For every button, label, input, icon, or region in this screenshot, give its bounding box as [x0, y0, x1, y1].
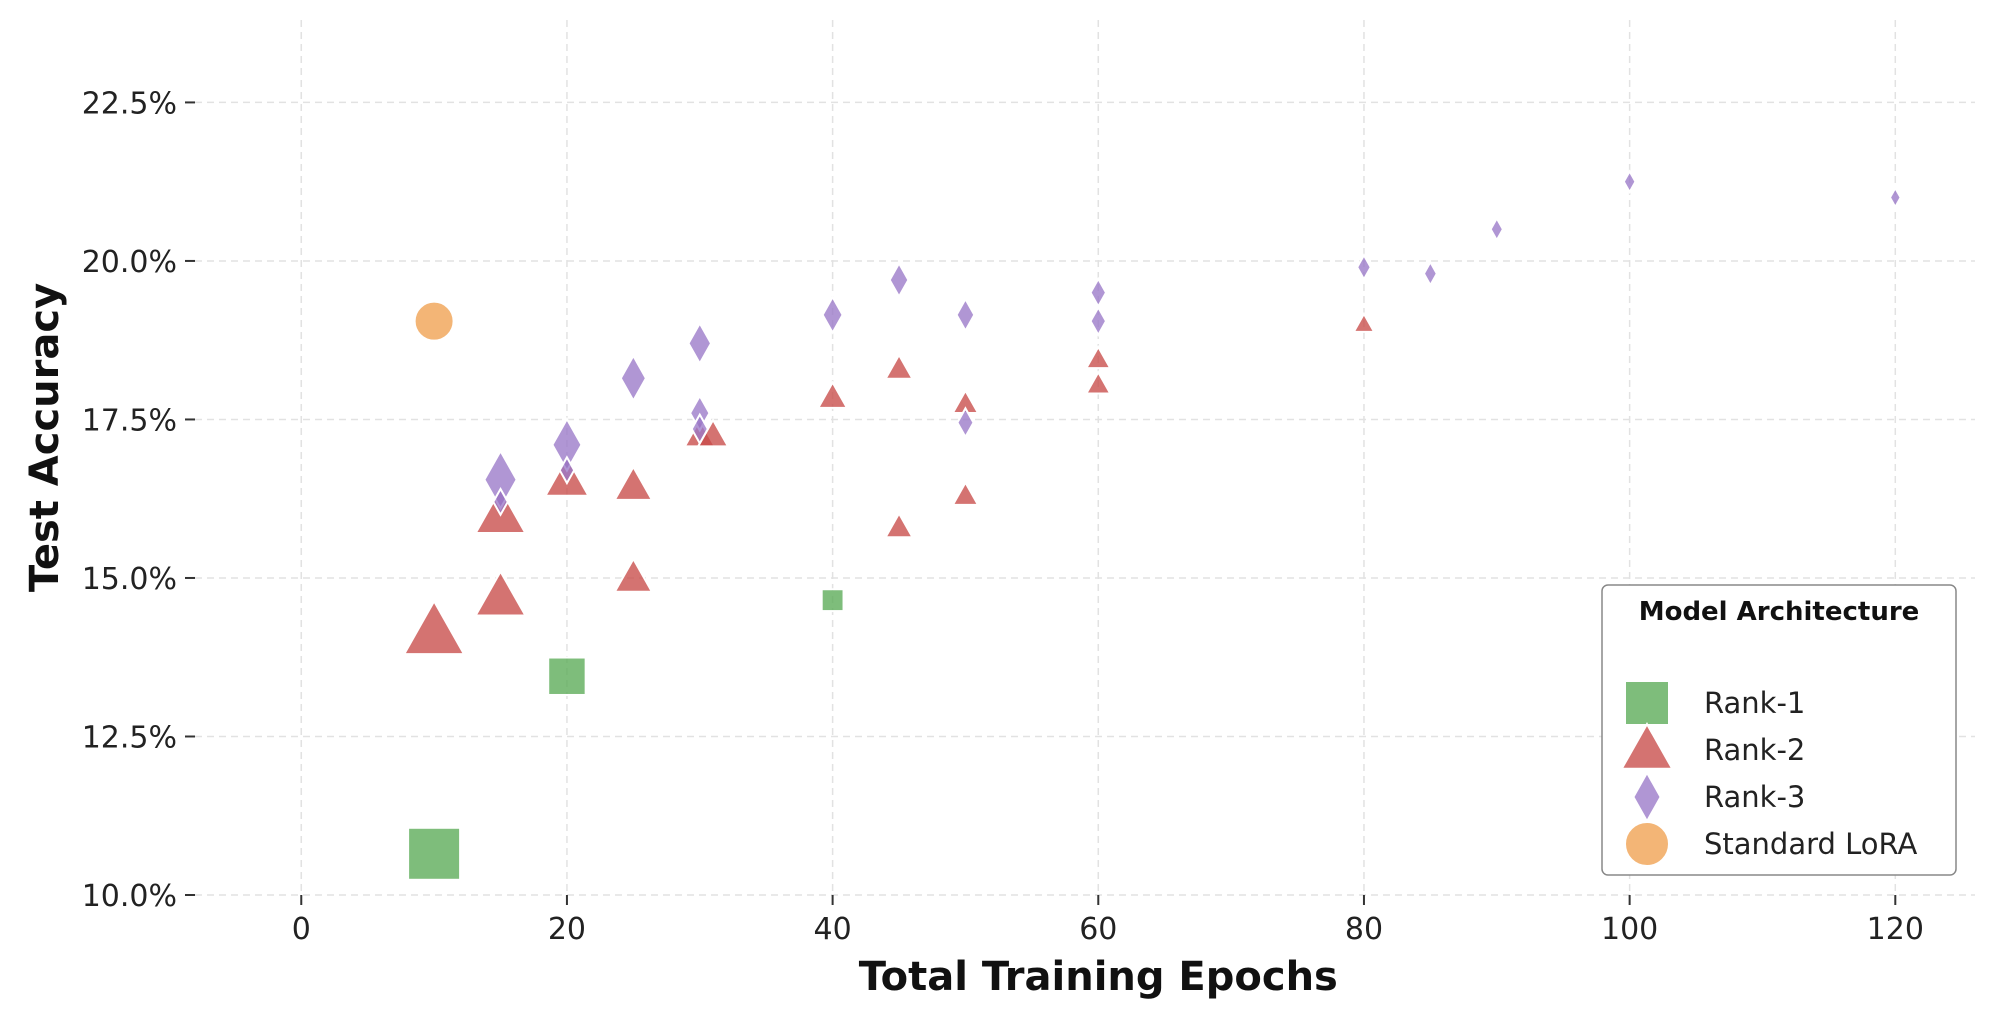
legend-entry: Standard LoRA: [1624, 821, 1918, 867]
data-point-triangle: [883, 511, 915, 539]
y-tick-label: 12.5%: [82, 720, 177, 755]
data-point-diamond: [619, 353, 648, 403]
legend-title: Model Architecture: [1639, 597, 1920, 627]
data-point-triangle: [402, 599, 466, 656]
x-tick-label: 40: [814, 912, 852, 947]
data-point-circle: [413, 300, 455, 342]
series-rank-3: [483, 169, 1902, 517]
legend-entry: Rank-2: [1619, 722, 1805, 770]
x-tick-label: 20: [548, 912, 586, 947]
legend-marker-triangle: [1619, 722, 1675, 770]
x-tick-label: 0: [292, 912, 311, 947]
data-point-triangle: [613, 556, 654, 593]
legend: Model Architecture Rank-1 Rank-2 Rank-3 Sta…: [1601, 584, 1957, 876]
data-point-diamond: [690, 412, 709, 446]
data-point-triangle: [816, 380, 849, 409]
series-rank-1: [407, 588, 845, 881]
points-layer: [402, 169, 1902, 881]
data-point-triangle: [883, 352, 915, 380]
x-tick-label: 80: [1345, 912, 1383, 947]
y-axis-title: Test Accuracy: [22, 283, 68, 592]
data-point-triangle: [613, 465, 654, 501]
y-tick-label: 15.0%: [82, 562, 177, 597]
legend-label: Standard LoRA: [1704, 827, 1918, 861]
x-axis-title: Total Training Epochs: [859, 954, 1338, 1000]
y-tick-label: 20.0%: [82, 245, 177, 280]
legend-label: Rank-3: [1704, 780, 1805, 814]
y-tick-label: 17.5%: [82, 403, 177, 438]
data-point-diamond: [492, 486, 509, 517]
data-point-diamond: [956, 406, 975, 439]
data-point-diamond: [1489, 216, 1505, 243]
x-tick-label: 60: [1079, 912, 1117, 947]
data-point-triangle: [1084, 344, 1112, 370]
x-tick-label: 100: [1601, 912, 1658, 947]
data-point-diamond: [1089, 305, 1108, 337]
data-point-square: [820, 588, 845, 613]
legend-marker-circle: [1624, 821, 1670, 867]
legend-label: Rank-2: [1704, 733, 1805, 767]
data-point-diamond: [821, 295, 844, 335]
data-point-diamond: [1356, 253, 1372, 282]
data-point-square: [547, 656, 587, 696]
data-point-diamond: [955, 297, 976, 333]
data-point-diamond: [1622, 169, 1637, 195]
x-tick-label: 120: [1867, 912, 1924, 947]
y-tick-label: 10.0%: [82, 879, 177, 914]
axis-layer: 0 20 40 60 80 100 120 10.0% 12.5% 15.0% 17.5% 20.0%…: [82, 86, 1924, 947]
legend-entry: Rank-1: [1624, 680, 1805, 726]
y-tick-label: 22.5%: [82, 86, 177, 121]
data-point-triangle: [1084, 370, 1112, 395]
data-point-diamond: [1422, 260, 1438, 288]
legend-label: Rank-1: [1704, 686, 1805, 720]
legend-marker-square: [1624, 680, 1670, 726]
data-point-triangle: [951, 480, 980, 506]
legend-frame: [1601, 584, 1957, 876]
grid-layer: [195, 20, 1975, 896]
data-point-diamond: [558, 455, 576, 486]
data-point-square: [407, 826, 462, 881]
data-point-triangle: [473, 569, 528, 617]
data-point-diamond: [1888, 186, 1902, 210]
series-standard-lora: [413, 300, 455, 342]
data-point-triangle: [1352, 311, 1376, 333]
data-point-diamond: [888, 261, 910, 299]
data-point-diamond: [687, 321, 713, 366]
legend-entries: Rank-1 Rank-2 Rank-3 Standard LoRA: [1619, 680, 1918, 867]
